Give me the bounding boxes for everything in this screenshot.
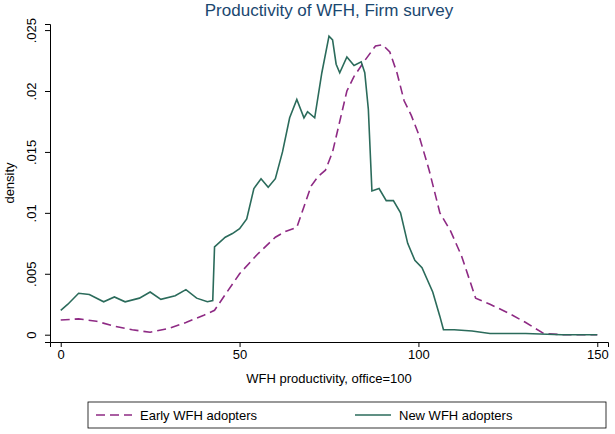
legend-label: Early WFH adopters xyxy=(140,408,258,423)
y-tick-label: .01 xyxy=(24,204,39,222)
y-tick: .015 xyxy=(24,140,50,165)
y-axis-title: density xyxy=(2,162,17,204)
legend-label: New WFH adopters xyxy=(399,408,513,423)
legend: Early WFH adopters New WFH adopters xyxy=(88,402,606,428)
y-tick-label: .015 xyxy=(24,140,39,165)
title: Productivity of WFH, Firm survey xyxy=(205,1,454,20)
y-tick-mark xyxy=(45,274,50,275)
y-tick-mark xyxy=(45,91,50,92)
y-tick-mark xyxy=(45,30,50,31)
x-tick: 150 xyxy=(587,342,609,362)
y-tick-label: .005 xyxy=(24,262,39,287)
y-axis-line xyxy=(45,25,51,343)
chart: Productivity of WFH, Firm survey 0 50 100 15… xyxy=(0,0,615,434)
y-axis: 0 .005 .01 .015 .02 .025 xyxy=(24,18,51,343)
y-tick-label: 0 xyxy=(24,332,39,339)
y-tick: .005 xyxy=(24,262,50,287)
legend-box xyxy=(88,402,606,428)
x-axis-title: WFH productivity, office=100 xyxy=(246,371,411,386)
x-tick-label: 0 xyxy=(58,347,65,362)
y-tick-mark xyxy=(45,335,50,336)
x-axis-line xyxy=(51,343,609,348)
x-tick: 100 xyxy=(408,342,430,362)
legend-swatch xyxy=(355,414,391,416)
legend-swatch xyxy=(96,414,132,416)
x-tick: 50 xyxy=(233,342,247,362)
series-line xyxy=(61,36,598,335)
x-tick-label: 50 xyxy=(233,347,247,362)
y-tick: .01 xyxy=(24,204,50,222)
plot-area xyxy=(61,36,598,335)
x-tick-label: 100 xyxy=(408,347,430,362)
y-tick: 0 xyxy=(24,332,50,339)
y-tick-mark xyxy=(45,152,50,153)
x-axis: 0 50 100 150 xyxy=(51,342,609,362)
y-tick-label: .025 xyxy=(24,18,39,43)
y-tick-label: .02 xyxy=(24,82,39,100)
x-tick-label: 150 xyxy=(587,347,609,362)
y-tick: .02 xyxy=(24,82,50,100)
y-tick: .025 xyxy=(24,18,50,43)
y-tick-mark xyxy=(45,213,50,214)
series-line xyxy=(61,45,598,335)
x-tick: 0 xyxy=(58,342,65,362)
